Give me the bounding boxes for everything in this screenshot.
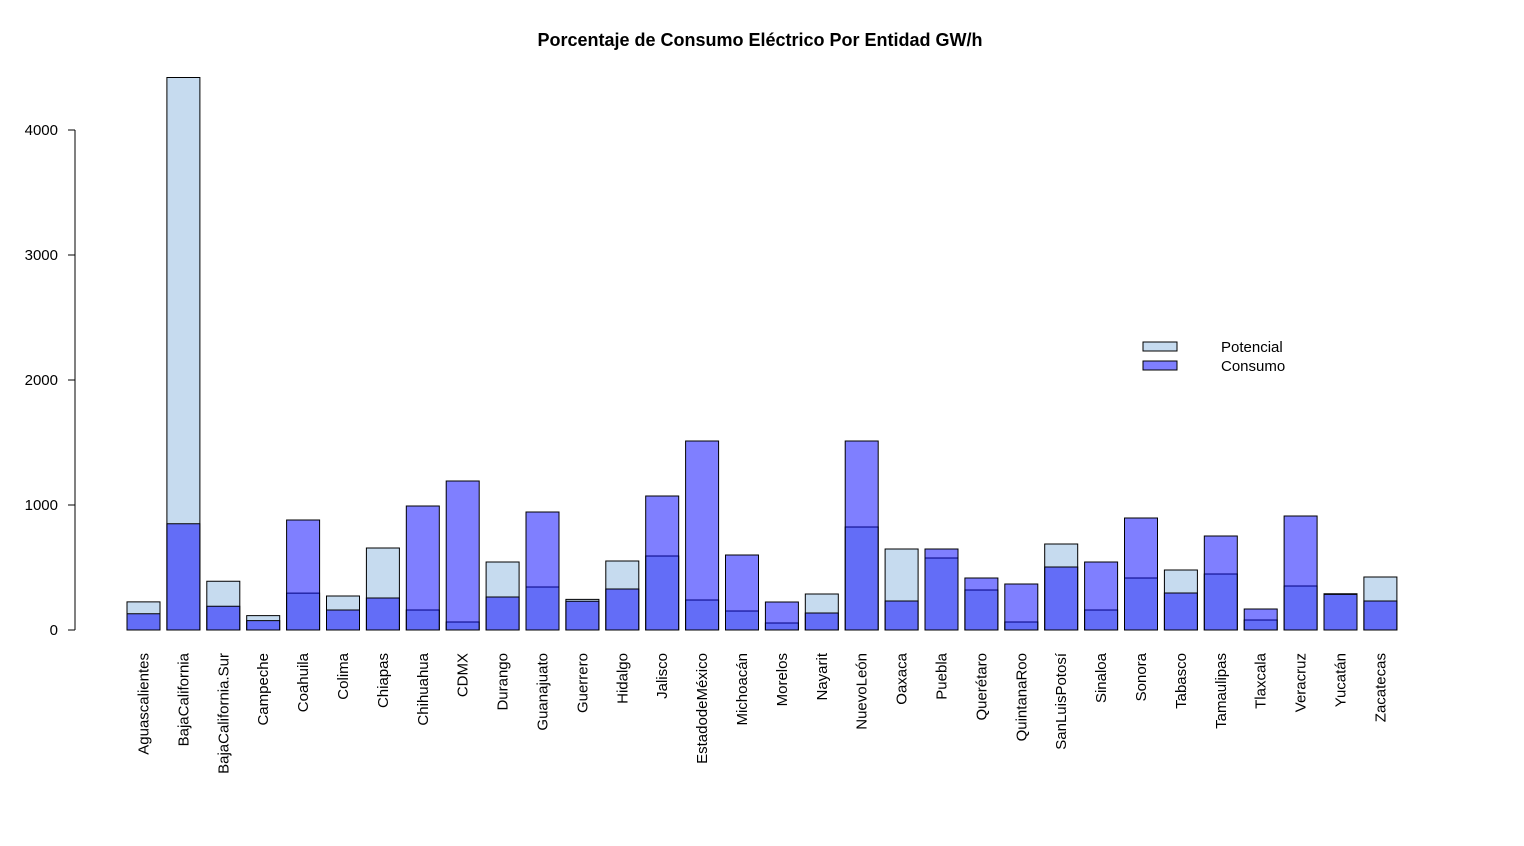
bar xyxy=(1163,592,1198,631)
bar xyxy=(206,605,241,631)
x-tick-label: Coahuila xyxy=(295,652,312,712)
x-tick-label: Aguascalientes xyxy=(136,653,153,755)
x-tick-label: Jalisco xyxy=(654,653,671,699)
bar xyxy=(445,480,480,631)
x-tick-label: Chiapas xyxy=(375,653,392,708)
bar xyxy=(365,597,400,631)
bar xyxy=(884,600,919,631)
x-tick-label: NuevoLeón xyxy=(854,653,871,730)
bar xyxy=(565,600,600,631)
bar xyxy=(725,554,759,631)
bar xyxy=(804,612,839,631)
bar xyxy=(286,519,321,631)
bar xyxy=(1203,535,1238,631)
bar xyxy=(126,613,161,631)
x-tick-label: Tabasco xyxy=(1173,653,1190,709)
x-tick-label: Veracruz xyxy=(1293,653,1310,712)
bar xyxy=(605,588,640,631)
x-tick-label: SanLuisPotosí xyxy=(1053,652,1070,750)
legend-swatch xyxy=(1142,341,1178,352)
y-tick-label: 3000 xyxy=(25,247,58,264)
x-tick-label: Guanajuato xyxy=(535,653,552,731)
bar xyxy=(1004,583,1039,631)
bar xyxy=(1243,608,1278,631)
bar xyxy=(764,601,799,631)
x-tick-label: Campeche xyxy=(255,653,272,726)
x-tick-label: Yucatán xyxy=(1333,653,1350,707)
bar xyxy=(1084,561,1119,631)
bar xyxy=(525,511,560,631)
bar xyxy=(924,548,959,631)
x-tick-label: Durango xyxy=(495,653,512,711)
x-tick-label: Michoacán xyxy=(734,653,751,726)
x-tick-label: EstadodeMéxico xyxy=(694,653,711,764)
bar xyxy=(1323,593,1358,631)
bar xyxy=(1283,515,1318,631)
bar xyxy=(645,495,680,631)
x-tick-label: Hidalgo xyxy=(614,653,631,704)
x-tick-label: Oaxaca xyxy=(894,652,911,704)
y-tick-label: 1000 xyxy=(25,497,58,514)
x-tick-label: BajaCalifornia xyxy=(175,652,192,746)
legend-label: Potencial xyxy=(1221,339,1283,356)
bar xyxy=(326,609,360,631)
x-tick-label: QuintanaRoo xyxy=(1013,653,1030,741)
bar xyxy=(1124,517,1158,631)
x-tick-label: Guerrero xyxy=(574,653,591,713)
x-tick-label: Tlaxcala xyxy=(1253,652,1270,709)
bar xyxy=(844,440,879,631)
bar xyxy=(1363,600,1398,631)
bar xyxy=(964,577,999,631)
y-tick-label: 0 xyxy=(50,622,58,639)
x-tick-label: Sinaloa xyxy=(1093,652,1110,703)
bar xyxy=(485,596,520,631)
y-tick-label: 2000 xyxy=(25,372,58,389)
x-tick-label: Querétaro xyxy=(973,653,990,721)
bar xyxy=(1044,566,1079,631)
bar xyxy=(685,440,720,631)
x-tick-label: Colima xyxy=(335,652,352,699)
bar xyxy=(246,620,281,631)
legend-swatch xyxy=(1142,360,1178,371)
chart-title: Porcentaje de Consumo Eléctrico Por Enti… xyxy=(537,30,982,50)
x-tick-label: Puebla xyxy=(934,652,951,699)
x-tick-label: Morelos xyxy=(774,653,791,706)
y-tick-label: 4000 xyxy=(25,122,58,139)
x-tick-label: CDMX xyxy=(455,653,472,697)
x-tick-label: Tamaulipas xyxy=(1213,653,1230,729)
legend-label: Consumo xyxy=(1221,358,1285,375)
bar xyxy=(166,523,201,631)
x-tick-label: Chihuahua xyxy=(415,652,432,725)
x-tick-label: Nayarit xyxy=(814,652,831,700)
x-tick-label: Zacatecas xyxy=(1372,653,1389,722)
bar xyxy=(405,505,440,631)
x-tick-label: Sonora xyxy=(1133,652,1150,701)
x-tick-label: BajaCalifornia.Sur xyxy=(215,653,232,774)
